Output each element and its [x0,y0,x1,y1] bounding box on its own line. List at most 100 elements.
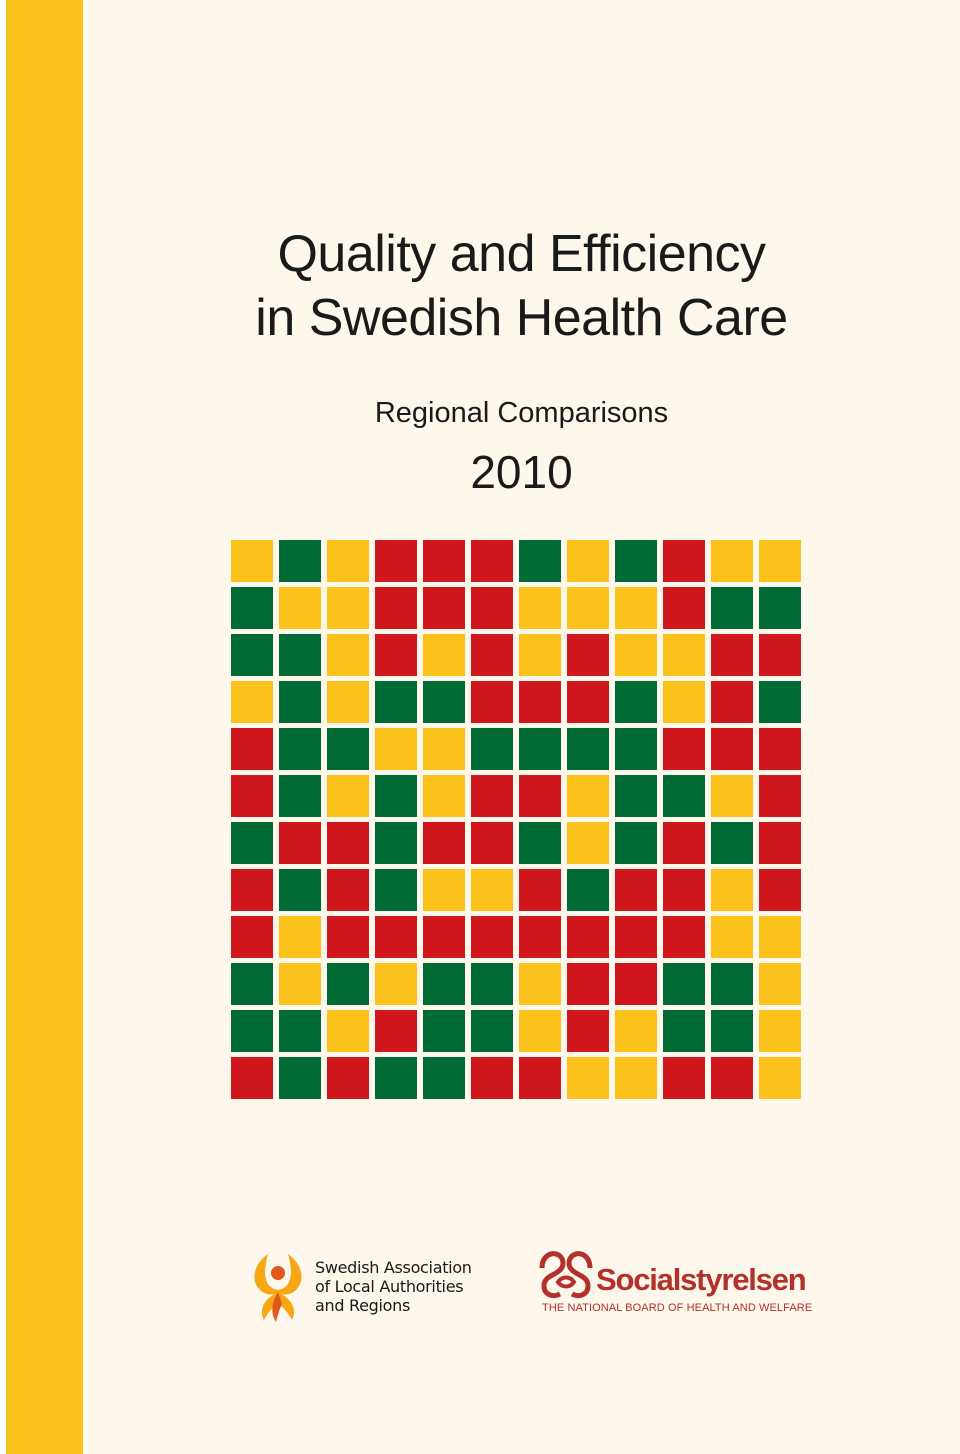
mosaic-tile [711,634,753,676]
salar-logo: Swedish Association of Local Authorities… [248,1246,488,1326]
salar-name: Swedish Association of Local Authorities… [315,1258,472,1315]
mosaic-tile [231,540,273,582]
mosaic-tile [519,822,561,864]
mosaic-tile [375,869,417,911]
mosaic-tile [231,1057,273,1099]
mosaic-tile [663,681,705,723]
mosaic-tile [231,775,273,817]
mosaic-tile [567,822,609,864]
mosaic-year-band-tile [615,916,657,958]
mosaic-tile [375,963,417,1005]
socialstyrelsen-name: Socialstyrelsen [596,1262,807,1297]
mosaic-tile [567,540,609,582]
mosaic-tile [327,869,369,911]
mosaic-tile [327,963,369,1005]
mosaic-tile [711,869,753,911]
mosaic-tile [519,634,561,676]
mosaic-tile [615,822,657,864]
mosaic-tile [615,775,657,817]
mosaic-tile [615,587,657,629]
title-line-1: Quality and Efficiency [277,225,766,283]
mosaic-tile [375,587,417,629]
mosaic-tile [759,540,801,582]
mosaic-tile [567,587,609,629]
mosaic-tile [423,587,465,629]
mosaic-tile [279,1010,321,1052]
mosaic-tile [471,1057,513,1099]
mosaic-tile [615,728,657,770]
mosaic-tile [471,869,513,911]
mosaic-tile [423,681,465,723]
mosaic-tile [279,540,321,582]
mosaic-tile [663,634,705,676]
subtitle: Regional Comparisons [374,397,669,429]
mosaic-tile [663,916,705,958]
mosaic-tile [471,587,513,629]
mosaic-tile [711,775,753,817]
year: 2010 [470,446,573,498]
mosaic-tile [759,869,801,911]
cover-side-stripe [6,0,83,1454]
mosaic-tile [423,1057,465,1099]
mosaic-tile [711,916,753,958]
mosaic-tile [711,540,753,582]
mosaic-tile [567,963,609,1005]
mosaic-tile [423,1010,465,1052]
mosaic-tile [375,540,417,582]
mosaic-tile [519,869,561,911]
mosaic-tile [231,634,273,676]
mosaic-tile [279,587,321,629]
title-block: Quality and Efficiency in Swedish Health… [83,222,960,498]
mosaic-tile [567,681,609,723]
mosaic-tile [519,681,561,723]
mosaic-tile [567,869,609,911]
mosaic-tile [567,775,609,817]
mosaic-tile [327,728,369,770]
mosaic-tile [375,634,417,676]
mosaic-tile [279,963,321,1005]
mosaic-tile [567,1010,609,1052]
mosaic-tile [711,1057,753,1099]
mosaic-tile [231,587,273,629]
mosaic-tile [471,728,513,770]
salar-line-1: Swedish Association [315,1258,472,1277]
mosaic-tile [423,963,465,1005]
mosaic-tile [327,634,369,676]
mosaic-tile [663,587,705,629]
mosaic-tile [519,728,561,770]
mosaic-tile [423,822,465,864]
mosaic-tile [279,1057,321,1099]
mosaic-tile [423,540,465,582]
mosaic-tile [279,916,321,958]
mosaic-tile [663,869,705,911]
mosaic-tile [231,681,273,723]
mosaic-tile [759,681,801,723]
mosaic-tile [663,1057,705,1099]
mosaic-tile [423,728,465,770]
color-mosaic [231,540,803,1102]
mosaic-tile [375,822,417,864]
mosaic-tile [231,1010,273,1052]
mosaic-tile [471,681,513,723]
mosaic-tile [711,681,753,723]
mosaic-tile [231,822,273,864]
mosaic-tile [663,728,705,770]
mosaic-year-band-tile [375,916,417,958]
mosaic-tile [759,1010,801,1052]
mosaic-tile [423,775,465,817]
mosaic-tile [519,963,561,1005]
mosaic-tile [759,916,801,958]
mosaic-tile [231,916,273,958]
salar-emblem-icon [254,1254,302,1322]
mosaic-tile [231,869,273,911]
mosaic-tile [423,634,465,676]
mosaic-tile [711,728,753,770]
mosaic-tile [567,634,609,676]
mosaic-tile [471,963,513,1005]
mosaic-tile [615,634,657,676]
mosaic-tile [279,869,321,911]
mosaic-tile [231,963,273,1005]
mosaic-tile [759,728,801,770]
mosaic-tile [567,728,609,770]
mosaic-tile [615,963,657,1005]
